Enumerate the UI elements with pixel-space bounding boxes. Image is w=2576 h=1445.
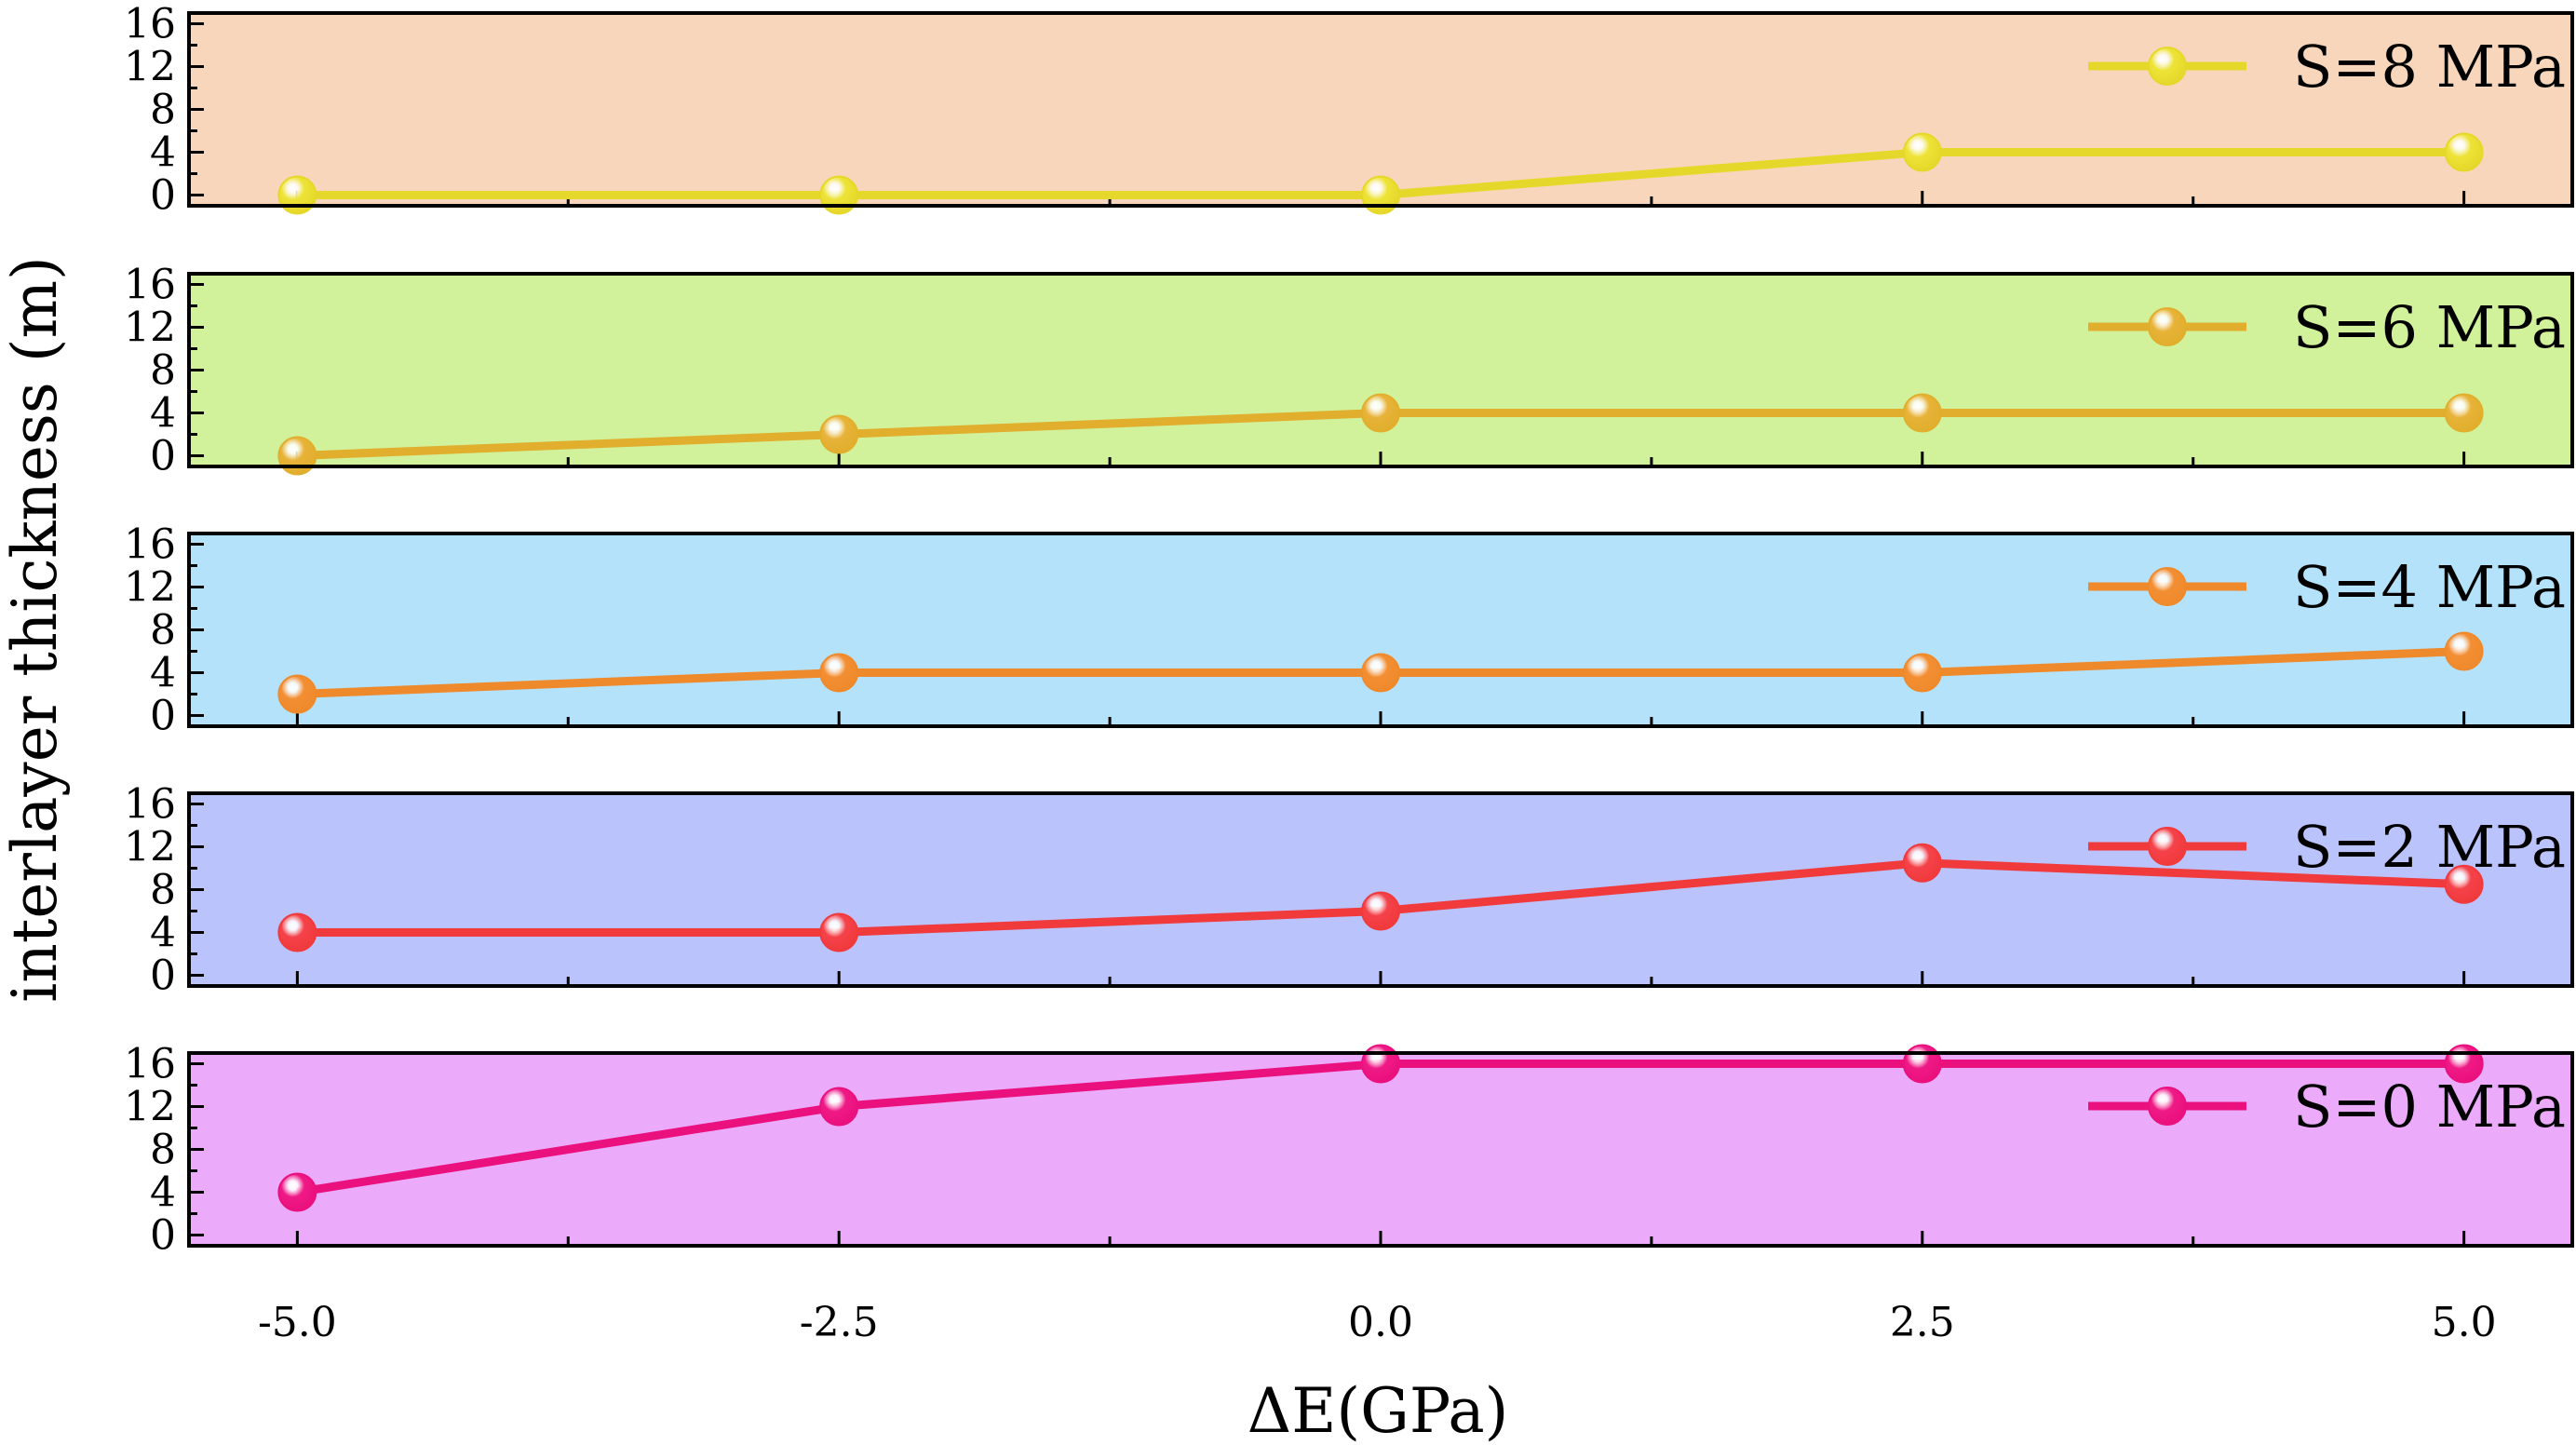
panel-background <box>189 13 2572 206</box>
legend-marker <box>2148 1087 2187 1126</box>
y-tick-label: 12 <box>124 44 176 91</box>
y-tick-label: 8 <box>150 1127 176 1174</box>
data-point <box>819 414 859 454</box>
legend-marker <box>2148 827 2187 866</box>
y-tick-label: 16 <box>124 521 176 569</box>
legend-label: S=8 MPa <box>2293 33 2566 101</box>
data-point <box>277 1172 317 1212</box>
y-tick-label: 8 <box>150 347 176 395</box>
data-point <box>2444 631 2484 671</box>
y-tick-label: 12 <box>124 824 176 871</box>
y-tick-label: 4 <box>150 650 176 697</box>
x-tick-label: 2.5 <box>1890 1299 1955 1346</box>
data-point <box>1902 1044 1942 1084</box>
panel-background <box>189 533 2572 726</box>
data-point <box>1361 393 1400 433</box>
legend-label: S=4 MPa <box>2293 553 2566 621</box>
data-point <box>1902 653 1942 693</box>
legend-marker <box>2148 307 2187 346</box>
panel-frame <box>187 11 2574 208</box>
data-point <box>819 653 859 693</box>
y-tick-label: 0 <box>150 433 176 480</box>
y-tick-label: 0 <box>150 1212 176 1260</box>
y-tick-label: 8 <box>150 867 176 914</box>
data-point <box>1902 393 1942 433</box>
panel-background <box>189 274 2572 466</box>
y-tick-label: 4 <box>150 129 176 177</box>
data-point <box>1361 1044 1400 1084</box>
data-point <box>1361 175 1400 215</box>
y-tick-label: 4 <box>150 390 176 438</box>
x-tick-label: -2.5 <box>800 1299 879 1346</box>
legend-label: S=2 MPa <box>2293 813 2566 881</box>
panel-frame <box>187 532 2574 728</box>
data-point <box>1361 891 1400 931</box>
legend-marker <box>2148 567 2187 606</box>
data-point <box>2444 864 2484 904</box>
data-point <box>277 912 317 952</box>
y-tick-label: 16 <box>124 781 176 829</box>
y-tick-label: 12 <box>124 1084 176 1131</box>
panel-frame <box>187 1051 2574 1248</box>
data-point <box>819 912 859 952</box>
y-tick-label: 0 <box>150 952 176 1000</box>
data-point <box>277 674 317 714</box>
x-tick-label: -5.0 <box>258 1299 337 1346</box>
data-point <box>819 1087 859 1127</box>
legend-label: S=0 MPa <box>2293 1073 2566 1141</box>
y-tick-label: 16 <box>124 1041 176 1088</box>
y-tick-label: 8 <box>150 607 176 655</box>
y-tick-label: 12 <box>124 304 176 352</box>
legend-label: S=6 MPa <box>2293 293 2566 361</box>
data-point <box>1902 843 1942 883</box>
y-tick-label: 0 <box>150 172 176 220</box>
legend-marker <box>2148 47 2187 86</box>
x-axis-title: ΔE(GPa) <box>1248 1375 1509 1445</box>
x-tick-label: 5.0 <box>2432 1299 2497 1346</box>
panel-frame <box>187 272 2574 468</box>
y-tick-label: 16 <box>124 262 176 309</box>
data-point <box>277 175 317 215</box>
data-point <box>819 175 859 215</box>
y-tick-label: 8 <box>150 87 176 134</box>
y-axis-title: interlayer thickness (m) <box>0 256 71 1003</box>
y-tick-label: 12 <box>124 564 176 612</box>
y-tick-label: 4 <box>150 910 176 957</box>
x-axis-tick-labels: -5.0 -2.5 0.0 2.5 5.0 <box>258 1299 2497 1346</box>
y-tick-label: 16 <box>124 1 176 48</box>
y-tick-label: 4 <box>150 1169 176 1217</box>
data-point <box>2444 132 2484 172</box>
x-tick-label: 0.0 <box>1348 1299 1413 1346</box>
data-point <box>1361 653 1400 693</box>
data-point <box>2444 393 2484 433</box>
data-point <box>1902 132 1942 172</box>
y-tick-label: 0 <box>150 693 176 740</box>
panel-background <box>189 793 2572 986</box>
panel-frame <box>187 791 2574 988</box>
data-point <box>277 436 317 476</box>
